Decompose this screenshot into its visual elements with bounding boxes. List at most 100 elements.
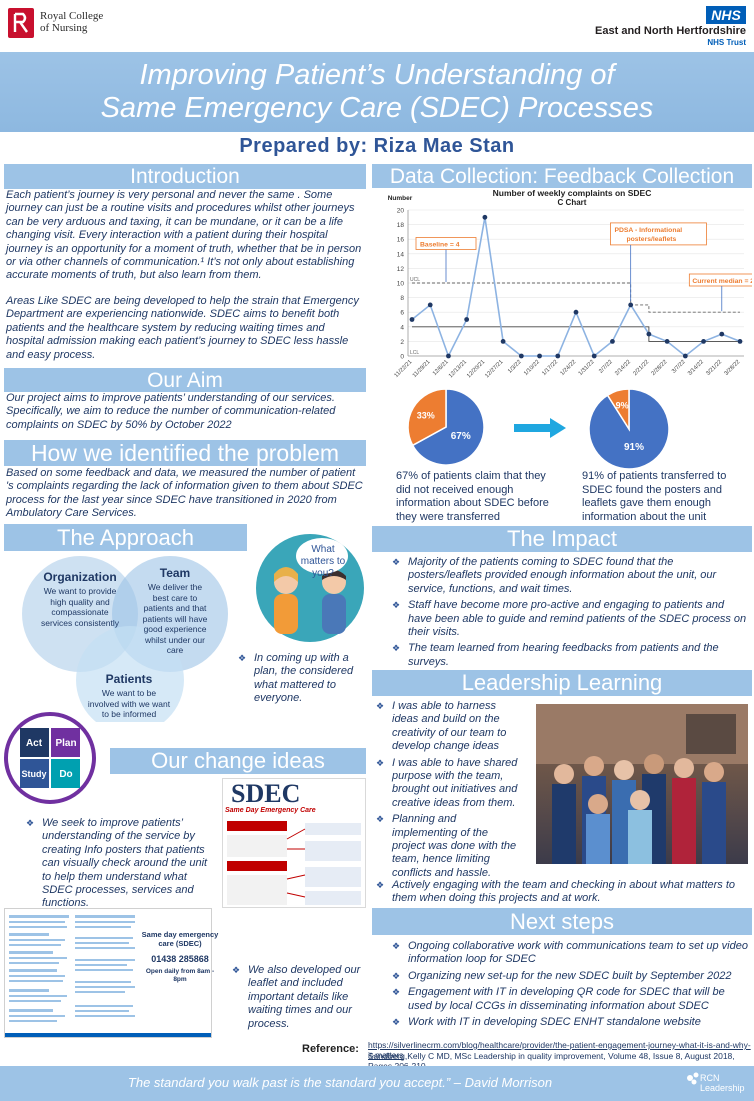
chart-xtick-label: 1/3/22 — [507, 359, 523, 375]
poster-text-lines-icon — [5, 915, 211, 1037]
chart-xtick-label: 1/31/22 — [578, 359, 596, 377]
chart-ytick-label: 6 — [400, 310, 404, 317]
pie-before: 67% 33% — [407, 388, 485, 466]
chart-ytick-label: 16 — [397, 237, 405, 244]
team-title: Team — [159, 566, 191, 580]
chart-center-line — [412, 326, 740, 342]
leaflet-title: SDEC — [231, 779, 301, 808]
c-chart: Number of weekly complaints on SDEC C Ch… — [388, 188, 752, 379]
chart-title: Number of weekly complaints on SDEC — [493, 188, 652, 198]
rcn-leadership-text: RCN Leadership — [700, 1073, 745, 1093]
poster-title-line1: Improving Patient’s Understanding of — [139, 59, 615, 91]
chart-median-label: Current median = 2 — [692, 278, 752, 285]
change-ideas-heading: Our change ideas — [110, 748, 366, 774]
chart-xtick-label: 3/14/22 — [687, 359, 705, 377]
rcn-line1: Royal College — [40, 10, 104, 22]
trust-subtitle: NHS Trust — [707, 38, 746, 47]
chart-ytick-label: 18 — [397, 222, 405, 229]
pdsa-act: Act — [26, 738, 43, 749]
data-collection-heading: Data Collection: Feedback Collection — [372, 164, 752, 188]
next-steps-item: Organizing new set-up for the new SDEC b… — [388, 970, 750, 984]
chart-point — [682, 353, 688, 359]
aim-heading: Our Aim — [4, 368, 366, 392]
leaflet-flowchart-icon — [227, 821, 361, 905]
next-steps-list: Ongoing collaborative work with communic… — [388, 940, 750, 1032]
leadership-list-continued: Actively engaging with the team and chec… — [372, 879, 752, 909]
how-identified-heading: How we identified the problem — [4, 440, 366, 466]
introduction-para2: Areas Like SDEC are being developed to h… — [6, 295, 359, 361]
card-phone: 01438 285868 — [151, 954, 209, 964]
approach-note-item: In coming up with a plan, the considered… — [234, 652, 368, 706]
chart-point — [427, 302, 433, 308]
chart-baseline-label: Baseline = 4 — [420, 242, 460, 249]
pdsa-study-tile — [20, 759, 49, 788]
chart-xtick-label: 3/7/22 — [671, 359, 687, 375]
arrow-right-icon — [514, 418, 566, 438]
chart-point — [701, 339, 706, 344]
impact-item: The team learned from hearing feedbacks … — [388, 642, 750, 669]
venn-diagram — [22, 556, 228, 722]
chart-xtick-label: 1/24/22 — [559, 359, 577, 377]
what-matters-illustration — [256, 534, 364, 642]
chart-xtick-label: 12/6/21 — [432, 359, 450, 377]
header-bar — [0, 0, 754, 46]
chart-point — [628, 302, 634, 308]
aim-text: Our project aims to improve patients’ un… — [6, 392, 336, 431]
poster-title-line2: Same Emergency Care (SDEC) Processes — [100, 92, 654, 124]
chart-xtick-label: 2/14/22 — [614, 359, 632, 377]
chart-point — [737, 339, 743, 344]
pie-before-slice — [411, 388, 485, 466]
chart-xtick-label: 2/21/22 — [632, 359, 650, 377]
chart-ytick-label: 12 — [397, 266, 405, 273]
chart-point — [464, 317, 470, 322]
next-steps-heading: Next steps — [372, 908, 752, 935]
footer-quote: The standard you walk past is the standa… — [127, 1075, 553, 1090]
chart-point — [664, 339, 670, 344]
leadership-item: Actively engaging with the team and chec… — [372, 879, 752, 906]
chart-xtick-label: 11/29/21 — [412, 359, 432, 379]
pdsa-plan-tile — [51, 728, 80, 757]
chart-xtick-label: 2/7/22 — [598, 359, 614, 375]
introduction-heading: Introduction — [4, 164, 366, 189]
leadership-item: Planning and implementing of the project… — [372, 813, 522, 880]
pdsa-study: Study — [21, 769, 46, 779]
venn-organization-label: Organization We want to provide high qua… — [30, 570, 130, 628]
chart-pdsa-label: PDSA - Informational — [614, 227, 682, 234]
chart-xtick-label: 1/10/22 — [523, 359, 541, 377]
chart-ytick-label: 20 — [397, 208, 405, 215]
card-title: Same day emergency care (SDEC) — [141, 930, 219, 948]
team-people-icon — [536, 704, 748, 864]
chart-point — [409, 317, 415, 322]
venn-patients-label: Patients We want to be involved with we … — [80, 672, 178, 720]
next-steps-item: Engagement with IT in developing QR code… — [388, 986, 750, 1013]
sdec-leaflet-image: SDEC Same Day Emergency Care — [222, 778, 366, 908]
chart-point — [646, 331, 652, 337]
leaflet-note-item: We also developed our leaflet and includ… — [228, 964, 368, 1031]
pie-after-label: 91% — [624, 442, 644, 453]
sdec-contact-card: Same day emergency care (SDEC) 01438 285… — [140, 930, 220, 1042]
team-photo — [536, 704, 748, 864]
pdsa-do-tile — [51, 759, 80, 788]
rcn-logo-icon — [8, 8, 34, 38]
rcn-line2: of Nursing — [40, 22, 88, 34]
introduction-para1: Each patient’s journey is very personal … — [6, 189, 362, 282]
pdsa-cycle: Act Plan Study Do — [4, 712, 96, 804]
how-identified-text: Based on some feedback and data, we meas… — [6, 467, 363, 520]
chart-point — [500, 339, 506, 344]
chart-xtick-label: 1/17/22 — [541, 359, 559, 377]
leaflet-note-block: We also developed our leaflet and includ… — [228, 964, 368, 1034]
pie-after-slice — [606, 388, 630, 432]
chart-ucl-label: UCL — [410, 277, 420, 283]
reference-link[interactable]: https://silverlinecrm.com/blog/healthcar… — [368, 1040, 751, 1060]
author-line: Prepared by: Riza Mae Stan — [239, 135, 515, 157]
nhs-logo: NHS — [706, 6, 746, 24]
chart-point — [591, 353, 597, 359]
change-ideas-text-block: We seek to improve patients’ understandi… — [22, 817, 212, 914]
chart-median-box — [688, 273, 752, 287]
leadership-list: I was able to harness ideas and build on… — [372, 700, 522, 883]
team-text: We deliver the best care to patients and… — [142, 582, 208, 655]
chart-pdsa-box — [610, 222, 707, 246]
chart-ylabel: Number — [388, 195, 413, 202]
footer-band — [0, 1066, 754, 1101]
pie-after-caption: 91% of patients transferred to SDEC foun… — [582, 470, 727, 523]
